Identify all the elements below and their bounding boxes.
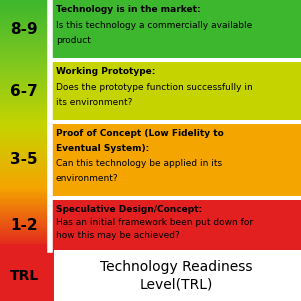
Bar [52, 250, 301, 301]
Text: 3-5: 3-5 [10, 153, 38, 167]
Text: Working Prototype:: Working Prototype: [56, 67, 155, 76]
Text: Speculative Design/Concept:: Speculative Design/Concept: [56, 205, 202, 214]
Bar [52, 124, 301, 196]
Text: 8-9: 8-9 [10, 21, 38, 36]
Bar [52, 0, 301, 58]
Bar [0, 250, 48, 275]
Text: Has an initial framework been put down for: Has an initial framework been put down f… [56, 218, 253, 227]
Text: how this may be achieved?: how this may be achieved? [56, 231, 180, 240]
Text: Does the prototype function successfully in: Does the prototype function successfully… [56, 82, 253, 92]
Text: Is this technology a commercially available: Is this technology a commercially availa… [56, 20, 252, 29]
Text: 6-7: 6-7 [10, 83, 38, 98]
Bar [52, 62, 301, 120]
FancyBboxPatch shape [0, 244, 54, 301]
Text: Technology is in the market:: Technology is in the market: [56, 5, 201, 14]
Bar [52, 196, 301, 200]
Text: product: product [56, 36, 91, 45]
Bar [52, 58, 301, 62]
Text: Proof of Concept (Low Fidelity to: Proof of Concept (Low Fidelity to [56, 129, 224, 138]
Bar [52, 200, 301, 250]
Text: environment?: environment? [56, 174, 119, 183]
Text: Technology Readiness
Level(TRL): Technology Readiness Level(TRL) [100, 260, 253, 291]
Bar [52, 120, 301, 124]
Text: TRL: TRL [9, 268, 39, 283]
Text: Can this technology be applied in its: Can this technology be applied in its [56, 159, 222, 168]
Text: its environment?: its environment? [56, 98, 132, 107]
Text: Eventual System):: Eventual System): [56, 144, 149, 153]
Text: 1-2: 1-2 [10, 218, 38, 232]
